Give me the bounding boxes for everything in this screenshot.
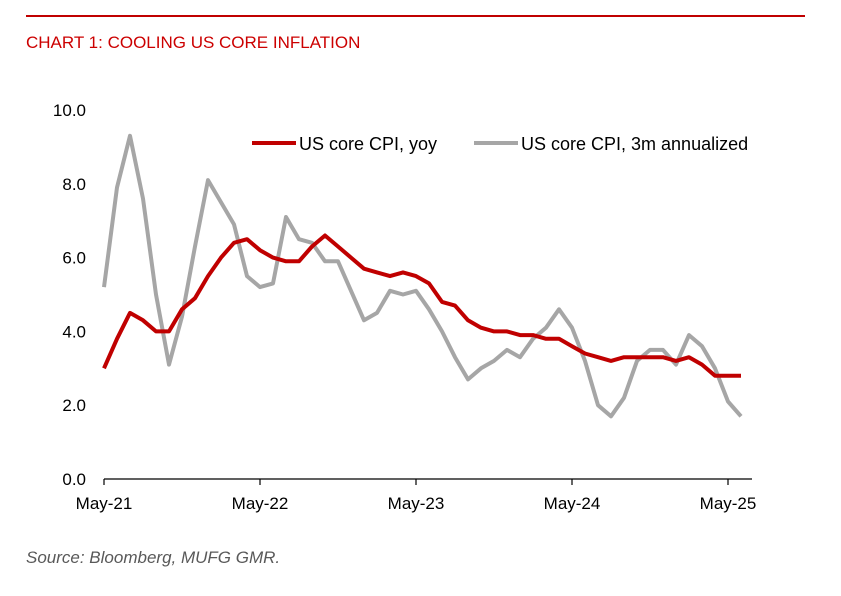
y-tick-label: 4.0 [62, 322, 86, 341]
y-tick-label: 0.0 [62, 470, 86, 489]
x-tick-label: May-22 [232, 494, 289, 513]
x-axis: May-21 May-22 May-23 May-24 May-25 [76, 478, 757, 513]
y-tick-label: 10.0 [53, 101, 86, 120]
x-tick-label: May-24 [544, 494, 601, 513]
y-tick-label: 6.0 [62, 249, 86, 268]
chart-title: CHART 1: COOLING US CORE INFLATION [26, 33, 361, 52]
series-line-core-cpi-yoy [102, 233, 741, 378]
x-tick-label: May-25 [700, 494, 757, 513]
y-tick-label: 8.0 [62, 175, 86, 194]
legend-item-core-cpi-yoy-label: US core CPI, yoy [299, 134, 437, 154]
y-axis-ticks: 0.0 2.0 4.0 6.0 8.0 10.0 [53, 101, 86, 489]
top-rule [26, 15, 805, 17]
source-note: Source: Bloomberg, MUFG GMR. [26, 548, 281, 567]
legend: US core CPI, yoy US core CPI, 3m annualiz… [252, 134, 748, 154]
series-lines [102, 133, 743, 419]
y-tick-label: 2.0 [62, 396, 86, 415]
legend-item-core-cpi-3m-annualized-label: US core CPI, 3m annualized [521, 134, 748, 154]
x-tick-label: May-23 [388, 494, 445, 513]
series-line-core-cpi-3m-annualized [102, 133, 743, 419]
x-tick-label: May-21 [76, 494, 133, 513]
